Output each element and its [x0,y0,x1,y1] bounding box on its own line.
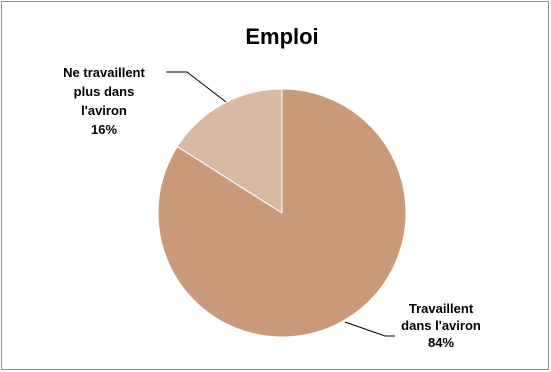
slice-2-percent-label: 16% [91,122,117,137]
leader-lines [166,71,395,337]
slice-1-label-line: dans l'aviron [401,318,481,333]
slices-layer [157,88,407,338]
slice-2-label-line: plus dans [74,84,135,99]
slice-1-percent-label: 84% [428,335,454,350]
slice-1-label-line: Travaillent [409,301,474,316]
slice-1-leader-line [344,321,395,337]
data-labels: Travaillent dans l'aviron 84% Ne travaillen… [63,65,481,350]
slice-2-leader-line [166,71,227,103]
slice-2-label-line: Ne travaillent [63,65,145,80]
slice-2-label-line: l'aviron [81,103,127,118]
pie-slice-2 [176,88,283,214]
chart-title: Emploi [245,24,318,49]
